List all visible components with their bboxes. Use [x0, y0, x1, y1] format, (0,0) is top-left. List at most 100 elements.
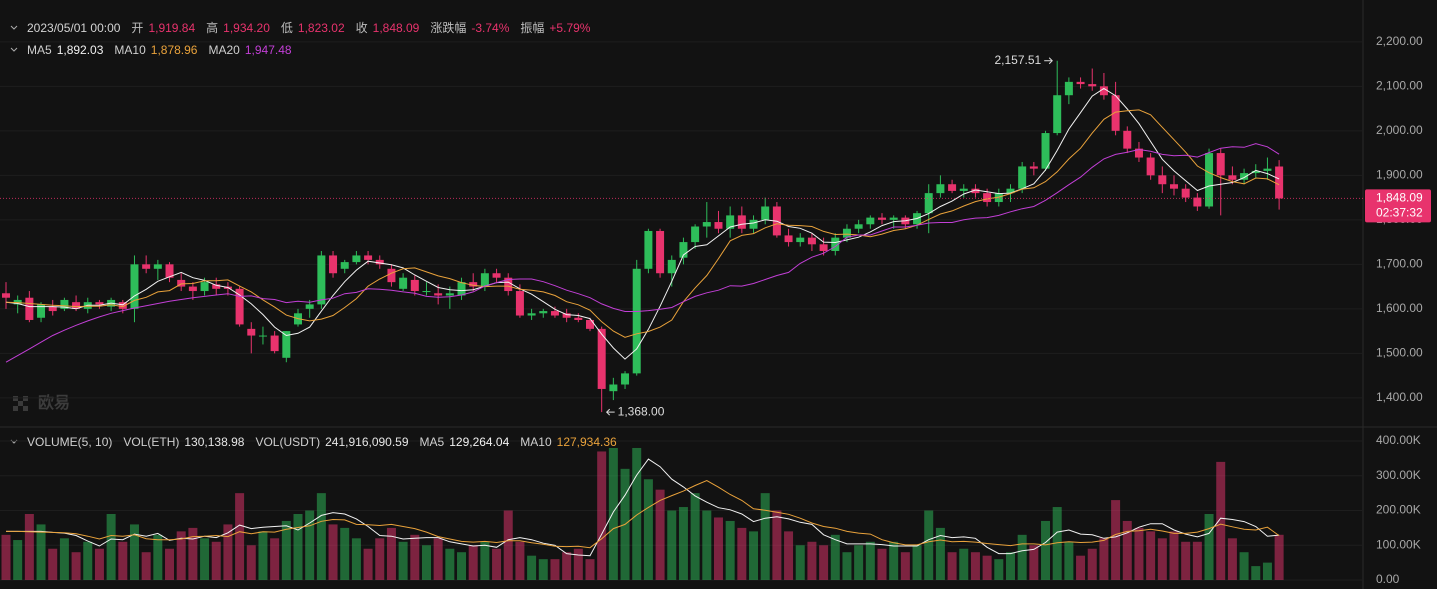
volume-bar — [900, 552, 910, 580]
volume-bar — [375, 538, 385, 580]
candle-body — [702, 222, 711, 227]
volume-bar — [1041, 520, 1051, 580]
volume-bar — [118, 541, 128, 580]
candle-body — [399, 277, 408, 289]
candle-body — [1076, 81, 1085, 85]
volume-bar — [129, 524, 139, 580]
y-tick-label: 1,400.00 — [1376, 390, 1423, 404]
volume-bar — [1076, 555, 1086, 580]
candle-body — [819, 244, 828, 251]
volume-bar — [305, 510, 315, 580]
candle-body — [153, 264, 162, 269]
volume-bar — [281, 520, 291, 580]
ohlc-name: 开 — [131, 21, 144, 35]
volume-bar — [819, 545, 829, 580]
volume-bar — [83, 541, 93, 580]
annotation-arrowhead — [1048, 57, 1053, 65]
volume-bar — [1111, 500, 1121, 580]
candle-body — [200, 282, 209, 292]
candle-body — [679, 242, 688, 258]
candle-body — [1146, 157, 1155, 176]
candle-body — [550, 311, 559, 316]
legend-value: 1,878.96 — [150, 43, 198, 57]
candle-body — [1251, 170, 1260, 174]
volume-bar — [1216, 461, 1226, 580]
legend-row: 2023/05/01 00:00 开 1,919.84 高 1,934.20 低 1,823… — [27, 21, 590, 35]
volume-bar — [316, 493, 326, 580]
volume-bar — [690, 493, 700, 580]
volume-bar — [924, 510, 934, 580]
candle-body — [270, 335, 279, 352]
y-tick-label: 1,700.00 — [1376, 257, 1423, 271]
y-tick-label: 1,900.00 — [1376, 168, 1423, 182]
volume-bar — [725, 520, 735, 580]
y-tick-label: 2,100.00 — [1376, 78, 1423, 92]
volume-stat-value: 130,138.98 — [184, 435, 245, 449]
candle-body — [60, 299, 69, 309]
volume-bar — [457, 552, 467, 580]
annotation-arrowhead — [605, 408, 611, 416]
candle-body — [1134, 148, 1143, 158]
y-tick-label: 400.00K — [1376, 433, 1421, 447]
volume-bar — [678, 507, 688, 580]
volume-bar — [246, 545, 256, 580]
volume-bar — [13, 540, 23, 580]
candle-body — [854, 224, 863, 229]
candle-body — [95, 302, 104, 305]
volume-bar — [223, 524, 233, 580]
candle-body — [889, 217, 898, 220]
volume-bar — [1146, 531, 1156, 580]
candle-body — [329, 255, 338, 274]
volume-bar — [1099, 538, 1109, 580]
ohlc-value: 1,934.20 — [223, 21, 270, 35]
volume-bar — [608, 447, 618, 580]
candle-body — [574, 317, 583, 320]
y-tick-label: 2,000.00 — [1376, 123, 1423, 137]
volume-bar — [36, 524, 46, 580]
candle-body — [1111, 95, 1120, 131]
volume-bar — [188, 527, 198, 580]
candle-body — [866, 217, 875, 225]
volume-bar — [935, 527, 945, 580]
candle-body — [621, 373, 630, 385]
volume-bar — [737, 527, 747, 580]
candle-body — [25, 297, 34, 320]
volume-title: VOLUME(5, 10) — [27, 435, 113, 449]
volume-bar — [527, 555, 537, 580]
annotation-label: 2,157.51 — [994, 53, 1041, 67]
volume-bar — [480, 541, 490, 580]
volume-bar — [1169, 531, 1179, 580]
volume-bar — [877, 548, 887, 580]
candle-body — [364, 255, 373, 260]
ohlc-name: 高 — [206, 21, 219, 35]
volume-bar — [1, 534, 11, 580]
volume-bar — [340, 527, 350, 580]
volume-bar — [1227, 538, 1237, 580]
candle-body — [1088, 84, 1097, 87]
volume-bar — [538, 559, 548, 580]
candle-body — [936, 184, 945, 194]
candle-body — [1263, 168, 1272, 171]
candle-body — [796, 237, 805, 243]
volume-bar — [270, 538, 280, 580]
candle-body — [1099, 86, 1108, 96]
candle-body — [1064, 81, 1073, 96]
candle-body — [165, 264, 174, 278]
legend-value: 1,892.03 — [56, 43, 104, 57]
volume-bar — [667, 510, 677, 580]
volume-bar — [386, 527, 396, 580]
legend-name: MA10 — [520, 435, 552, 449]
volume-bar — [1029, 545, 1039, 580]
candle-body — [1240, 173, 1249, 180]
candle-body — [1006, 188, 1015, 194]
legend-name: MA5 — [27, 43, 52, 57]
volume-bar — [982, 555, 992, 580]
candle-body — [422, 291, 431, 293]
ohlc-name: 低 — [280, 21, 293, 35]
ohlc-value: +5.79% — [549, 21, 591, 35]
volume-bar — [772, 510, 782, 580]
candle-body — [983, 193, 992, 203]
candle-body — [609, 384, 618, 392]
volume-bar — [760, 493, 770, 580]
candle-body — [1158, 175, 1167, 185]
